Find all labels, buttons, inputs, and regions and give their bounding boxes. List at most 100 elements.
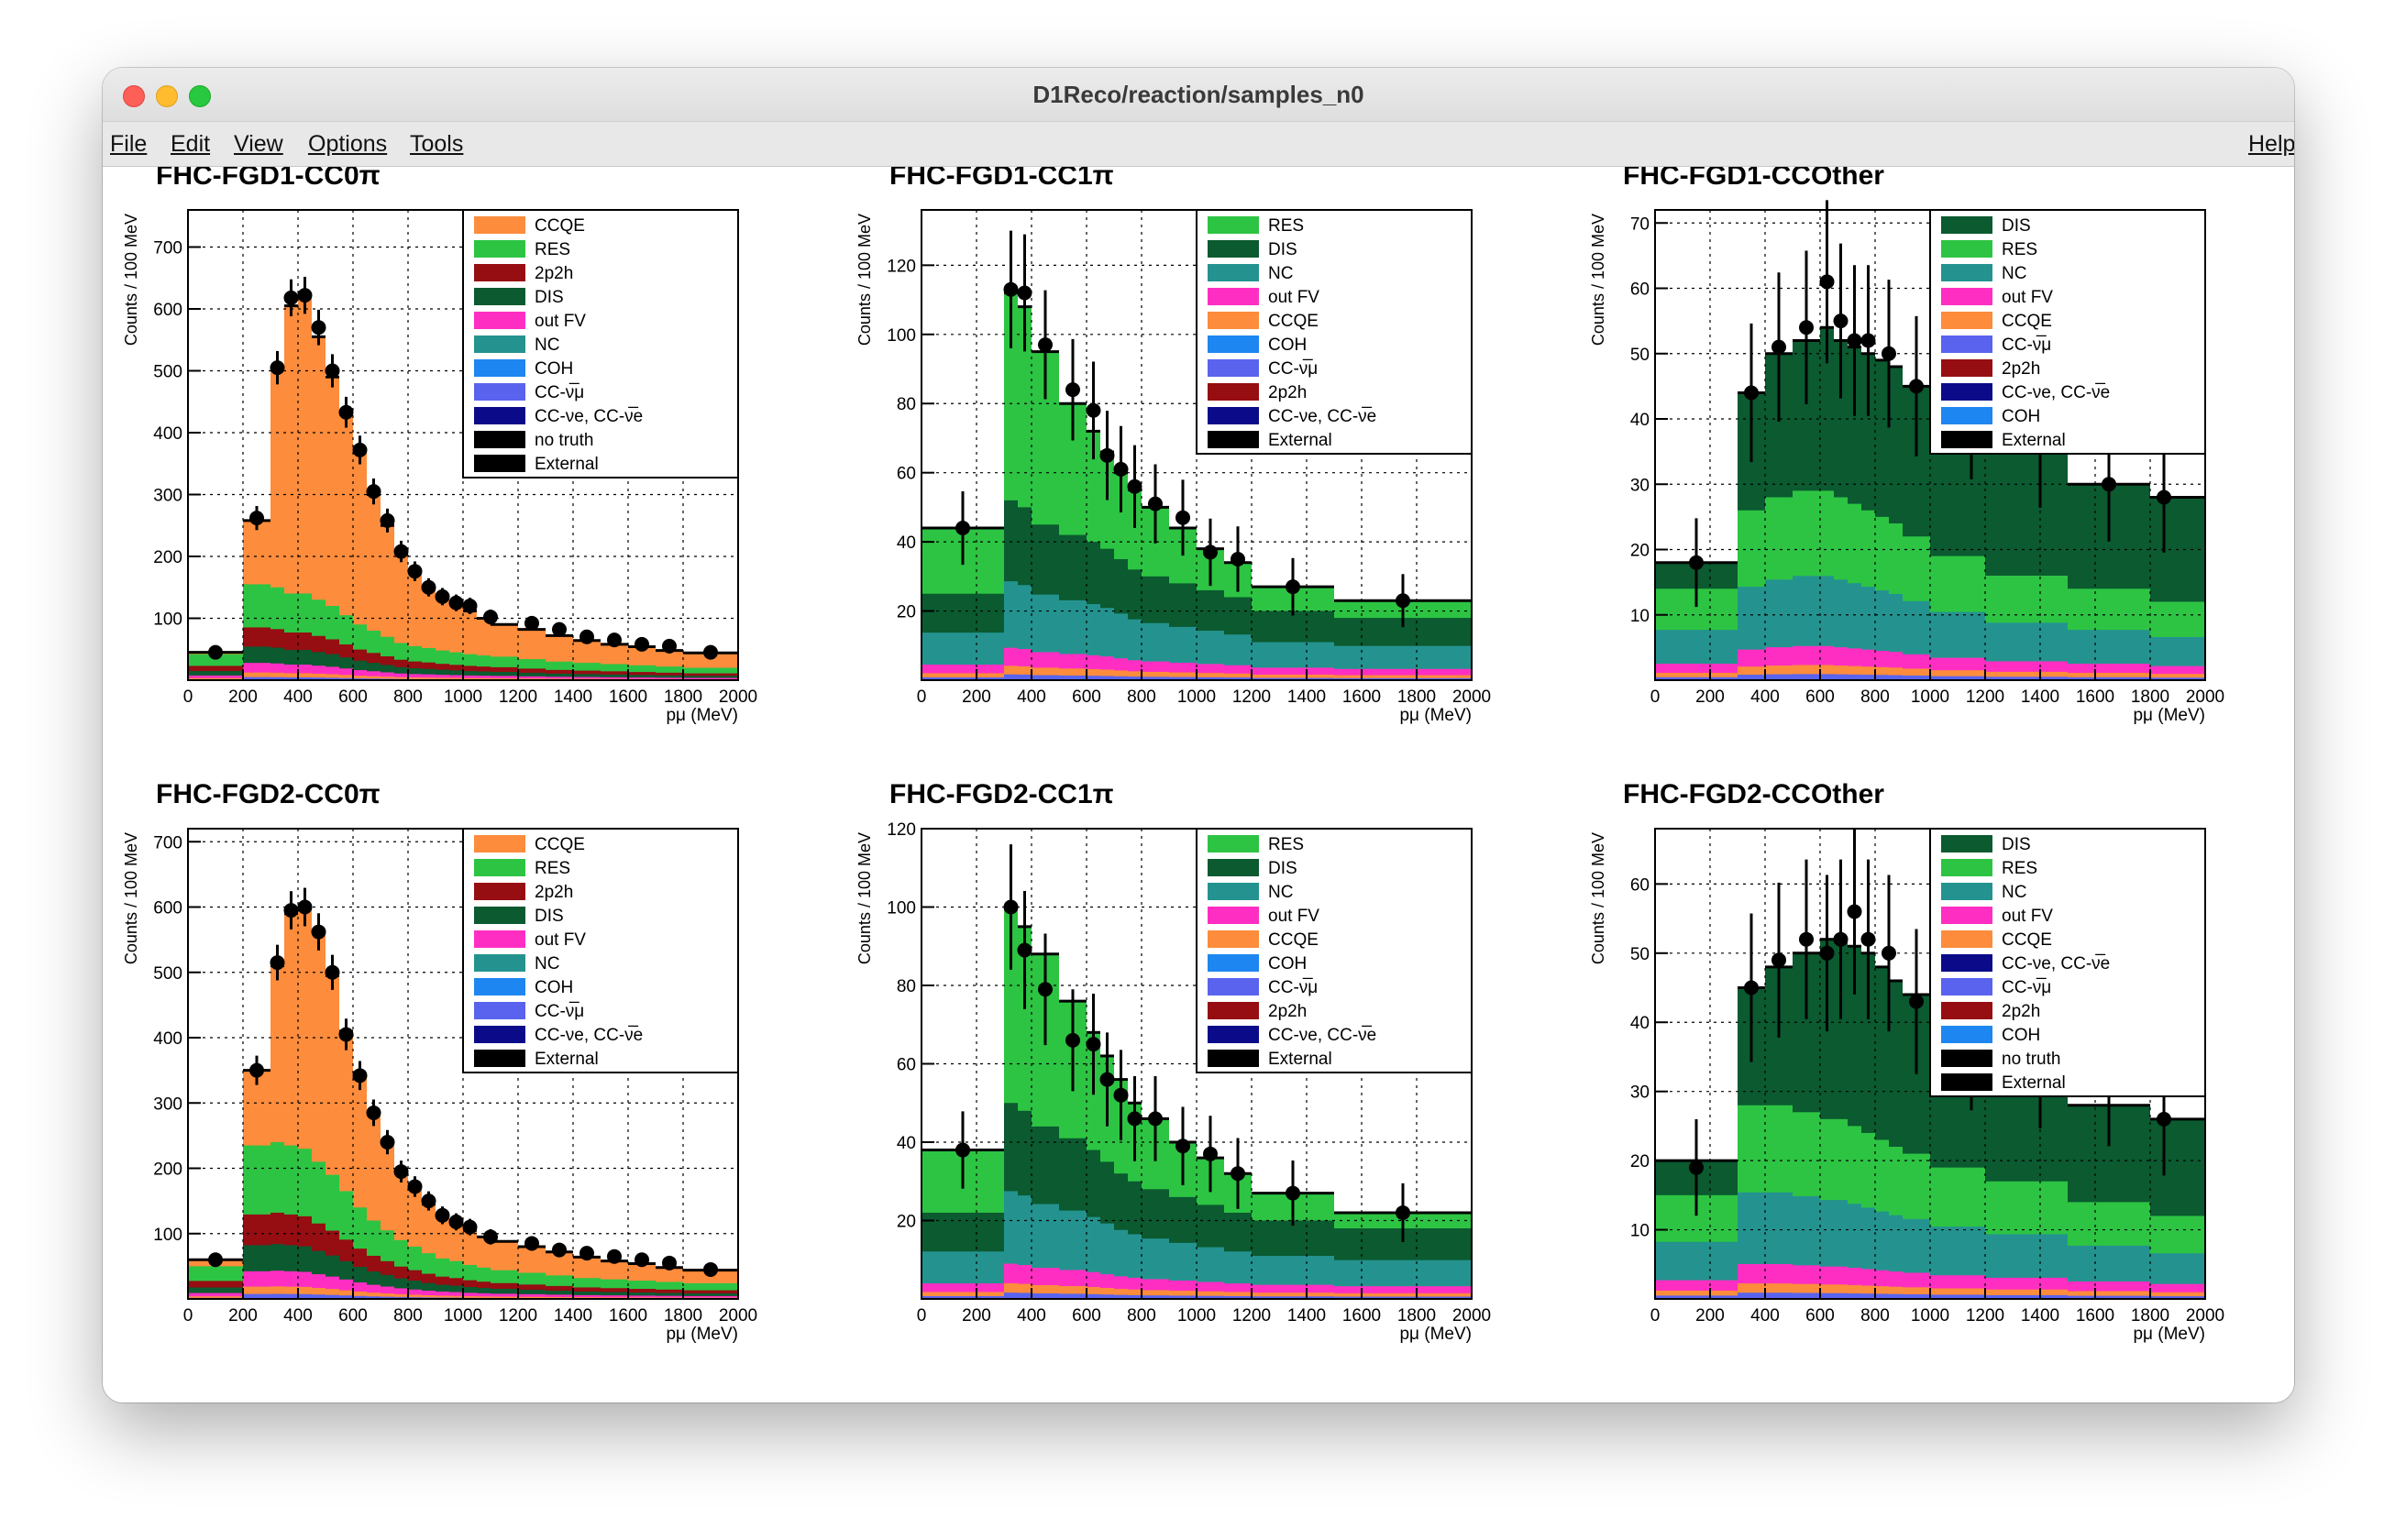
histogram-bar <box>1875 675 1889 680</box>
legend-swatch <box>1208 312 1259 329</box>
menu-tools[interactable]: Tools <box>410 131 464 157</box>
x-axis-label: pμ (MeV) <box>666 706 738 725</box>
y-tick-label: 60 <box>897 1056 916 1075</box>
histogram-bar <box>408 674 422 680</box>
minimize-window-button[interactable] <box>156 85 178 107</box>
data-point <box>1175 510 1190 525</box>
histogram-bar <box>1738 675 1765 680</box>
menu-options[interactable]: Options <box>308 131 388 157</box>
close-window-button[interactable] <box>123 85 145 107</box>
histogram-bar <box>1087 1293 1100 1299</box>
data-point <box>462 1219 478 1235</box>
histogram-bar <box>1655 676 1738 680</box>
histogram-bar <box>422 677 436 680</box>
histogram-bar <box>1848 1292 1861 1299</box>
legend-entry: CC-ν̅μ <box>2002 978 2051 997</box>
legend-entry: External <box>535 455 599 474</box>
histogram-bar <box>284 1293 298 1299</box>
data-point <box>435 1207 450 1223</box>
histogram-bar <box>1169 1295 1197 1299</box>
menu-edit[interactable]: Edit <box>171 131 211 157</box>
y-tick-label: 80 <box>897 395 916 414</box>
legend-entry: COH <box>535 359 573 379</box>
histogram-bar <box>1114 1289 1128 1299</box>
histogram-bar <box>243 1293 270 1299</box>
histogram-bar <box>270 672 284 680</box>
x-tick-label: 1200 <box>1232 688 1271 707</box>
legend-swatch <box>1941 264 1992 281</box>
histogram-bar <box>422 1295 436 1299</box>
data-point <box>1175 1138 1190 1154</box>
histogram-bar <box>1417 677 1472 680</box>
legend-swatch <box>474 1050 525 1067</box>
histogram-bar <box>449 1292 463 1299</box>
legend-swatch <box>1208 883 1259 900</box>
histogram-bar <box>1334 675 1417 680</box>
data-point <box>421 579 436 595</box>
data-point <box>421 1194 436 1209</box>
histogram-bar <box>326 677 339 680</box>
x-tick-label: 1600 <box>609 1306 647 1326</box>
histogram-bar <box>449 1295 463 1299</box>
maximize-window-button[interactable] <box>189 85 211 107</box>
histogram-bar <box>188 675 243 680</box>
x-tick-label: 2000 <box>2186 688 2224 707</box>
menu-view[interactable]: View <box>234 131 283 157</box>
histogram-bar <box>353 676 367 680</box>
x-tick-label: 800 <box>1127 688 1156 707</box>
legend-entry: External <box>535 1050 599 1069</box>
histogram-bar <box>298 673 312 680</box>
menu-help[interactable]: Help <box>2248 131 2294 157</box>
chart-panel-6: FHC-FGD2-CCOther 0 200 400 600 800 1000 1200 140… <box>1589 779 2224 1344</box>
histogram-bar <box>1197 673 1224 680</box>
legend-swatch <box>474 835 525 852</box>
legend-swatch <box>1941 930 1992 948</box>
x-tick-label: 2000 <box>2186 1306 2224 1326</box>
x-tick-label: 1200 <box>1966 688 2004 707</box>
legend-entry: CC-νe, CC-ν̅e <box>535 1026 643 1045</box>
y-tick-label: 500 <box>153 964 182 984</box>
chart-panel-5: FHC-FGD2-CC1π 0 200 400 600 800 1000 1200 1400 16… <box>855 779 1491 1344</box>
data-point <box>635 636 649 652</box>
histogram-bar <box>312 673 326 680</box>
data-point <box>325 363 340 379</box>
data-point <box>1127 1111 1142 1127</box>
legend-entry: CCQE <box>2002 312 2052 331</box>
histogram-bar <box>1224 677 1252 680</box>
data-point <box>552 1242 567 1258</box>
legend-entry: DIS <box>2002 835 2031 854</box>
legend-swatch <box>474 907 525 924</box>
histogram-bar <box>1793 674 1820 680</box>
legend-swatch <box>1941 978 1992 996</box>
legend-swatch <box>1941 1073 1992 1091</box>
legend-entry: 2p2h <box>2002 1002 2040 1021</box>
x-tick-label: 400 <box>283 1306 313 1326</box>
legend-entry: 2p2h <box>535 883 573 902</box>
data-point <box>1065 382 1080 398</box>
legend-swatch <box>1941 1050 1992 1067</box>
legend-swatch <box>1941 835 1992 852</box>
histogram-bar <box>518 1296 546 1299</box>
histogram-bar <box>1059 1293 1087 1299</box>
histogram-bar <box>1032 1292 1059 1299</box>
y-tick-label: 40 <box>1630 1014 1650 1033</box>
x-tick-label: 0 <box>1650 688 1661 707</box>
data-point <box>1744 385 1759 401</box>
chart-panel-1: FHC-FGD1-CC0π 0 200 400 600 800 1000 1200 1400 16… <box>122 160 757 725</box>
x-axis-label: pμ (MeV) <box>1399 706 1472 725</box>
histogram-bar <box>601 676 628 680</box>
histogram-bar <box>1087 676 1100 680</box>
x-tick-label: 600 <box>338 1306 368 1326</box>
plot-canvas[interactable]: FHC-FGD1-CC0π 0 200 400 600 800 1000 1200 1400 16… <box>103 160 2294 1402</box>
histogram-bar <box>683 1295 738 1299</box>
menu-file[interactable]: File <box>110 131 148 157</box>
legend-entry: External <box>1268 431 1332 450</box>
histogram-bar <box>298 1293 312 1299</box>
histogram-bar <box>394 676 408 680</box>
histogram-bar <box>2068 673 2150 680</box>
legend-swatch <box>1941 431 1992 448</box>
histogram-bar <box>1018 674 1032 680</box>
histogram-bar <box>2150 1296 2205 1299</box>
x-tick-label: 0 <box>917 1306 927 1326</box>
